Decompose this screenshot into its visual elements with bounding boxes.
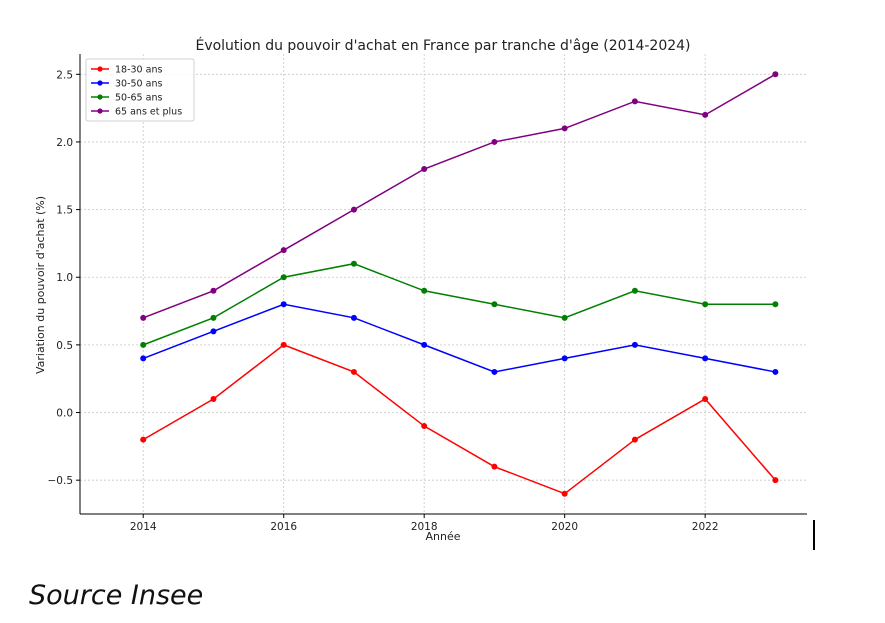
y-tick-label: 0.5	[56, 340, 73, 352]
series-2	[140, 301, 779, 375]
x-tick-label: 2022	[692, 521, 719, 533]
data-point	[561, 490, 568, 497]
data-point	[561, 125, 568, 132]
data-point	[350, 206, 357, 213]
chart-title: Évolution du pouvoir d'achat en France p…	[195, 37, 690, 54]
data-point	[772, 301, 779, 308]
series-line	[142, 344, 776, 495]
y-tick-label: 2.5	[56, 69, 73, 81]
legend-swatch-marker	[97, 108, 103, 114]
data-point	[702, 396, 709, 402]
y-tick-label: 1.0	[56, 272, 73, 284]
data-point	[350, 314, 357, 321]
series-4	[140, 71, 779, 321]
data-point	[280, 301, 287, 308]
legend-label: 65 ans et plus	[115, 107, 182, 118]
series-layer	[140, 71, 779, 497]
data-point	[491, 301, 498, 308]
data-point	[631, 436, 638, 443]
data-point	[561, 314, 568, 321]
legend-swatch-marker	[97, 80, 103, 86]
legend-swatch-marker	[97, 66, 103, 72]
legend-box	[85, 58, 195, 122]
data-point	[140, 341, 147, 348]
x-tick-label: 2018	[411, 521, 438, 533]
y-tick-label: −0.5	[48, 475, 74, 487]
series-line	[142, 262, 776, 346]
data-point	[280, 341, 287, 348]
legend: 18-30 ans 30-50 ans 50-65 ans 65 ans et plu…	[85, 58, 195, 122]
data-point	[491, 463, 498, 470]
data-point	[631, 287, 638, 294]
data-point	[702, 355, 709, 362]
x-tick-label: 2016	[270, 521, 297, 533]
series-3	[140, 260, 779, 348]
data-point	[631, 98, 638, 105]
data-point	[631, 341, 638, 348]
data-point	[702, 301, 709, 308]
data-point	[772, 368, 779, 375]
y-tick-label: 1.5	[56, 205, 73, 217]
data-point	[421, 341, 428, 348]
data-point	[702, 111, 709, 118]
legend-item: 65 ans et plus	[91, 107, 182, 118]
data-point	[491, 368, 498, 375]
legend-label: 18-30 ans	[115, 65, 162, 76]
data-point	[421, 166, 428, 172]
data-point	[350, 260, 357, 267]
text-cursor	[813, 520, 815, 550]
data-point	[210, 396, 217, 402]
x-axis-label: Année	[425, 530, 460, 543]
series-line	[142, 73, 776, 319]
source-note: Source Insee	[29, 580, 204, 611]
series-line	[142, 303, 776, 373]
data-point	[210, 287, 217, 294]
x-tick-label: 2020	[551, 521, 578, 533]
data-point	[140, 436, 147, 443]
legend-item: 30-50 ans	[91, 79, 162, 90]
data-point	[280, 274, 287, 281]
data-point	[421, 287, 428, 294]
series-1	[140, 341, 779, 497]
data-point	[772, 477, 779, 484]
data-point	[140, 314, 147, 321]
data-point	[421, 423, 428, 430]
x-tick-label: 2014	[130, 521, 157, 533]
legend-label: 50-65 ans	[115, 93, 162, 104]
data-point	[280, 247, 287, 254]
data-point	[140, 355, 147, 362]
y-axis-label: Variation du pouvoir d'achat (%)	[34, 196, 47, 374]
data-point	[772, 71, 779, 78]
data-point	[210, 314, 217, 321]
data-point	[561, 355, 568, 362]
data-point	[210, 328, 217, 335]
data-point	[491, 138, 498, 145]
legend-label: 30-50 ans	[115, 79, 162, 90]
data-point	[350, 368, 357, 375]
y-tick-label: 2.0	[56, 137, 73, 149]
legend-item: 18-30 ans	[91, 65, 162, 76]
legend-swatch-marker	[97, 94, 103, 100]
grid	[80, 54, 807, 514]
legend-item: 50-65 ans	[91, 93, 162, 104]
y-tick-label: 0.0	[56, 408, 73, 420]
axes: 2014 2016 2018 2020 2022 −0.5 0.0 0.5 1.0 1.5 2.0 2…	[48, 54, 807, 533]
